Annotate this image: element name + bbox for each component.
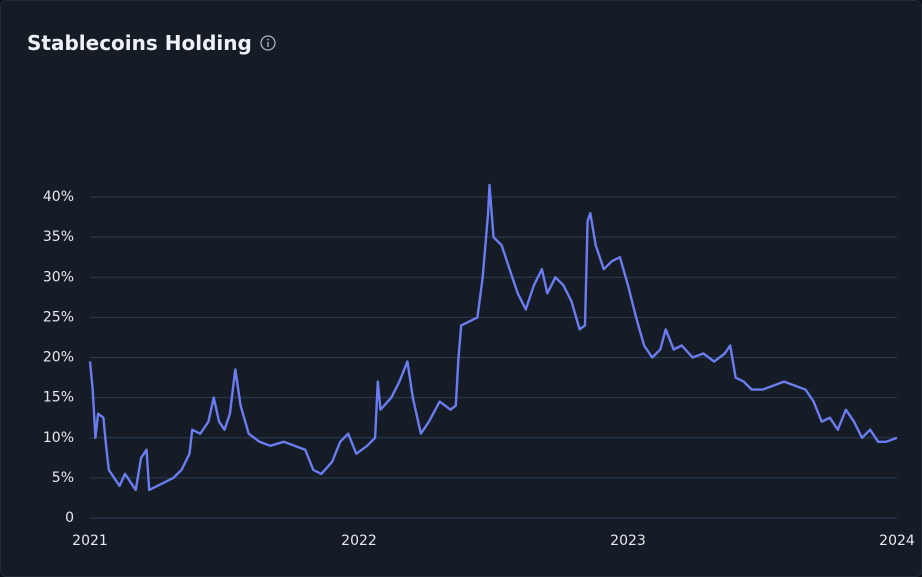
x-tick-label: 2024 [879,533,915,549]
info-icon[interactable] [260,35,276,51]
x-tick-label: 2023 [610,533,646,549]
y-tick-label: 10% [43,430,74,446]
y-tick-label: 20% [43,350,74,366]
y-tick-label: 15% [43,390,74,406]
x-tick-label: 2022 [341,533,377,549]
y-tick-label: 5% [52,470,74,486]
chart-title: Stablecoins Holding [27,31,252,55]
data-line [88,183,898,492]
title-row: Stablecoins Holding [27,31,276,55]
y-tick-label: 30% [43,269,74,285]
x-tick-label: 2021 [72,533,108,549]
y-tick-label: 40% [43,189,74,205]
y-tick-label: 35% [43,229,74,245]
y-tick-label: 0 [65,510,74,526]
y-tick-label: 25% [43,309,74,325]
